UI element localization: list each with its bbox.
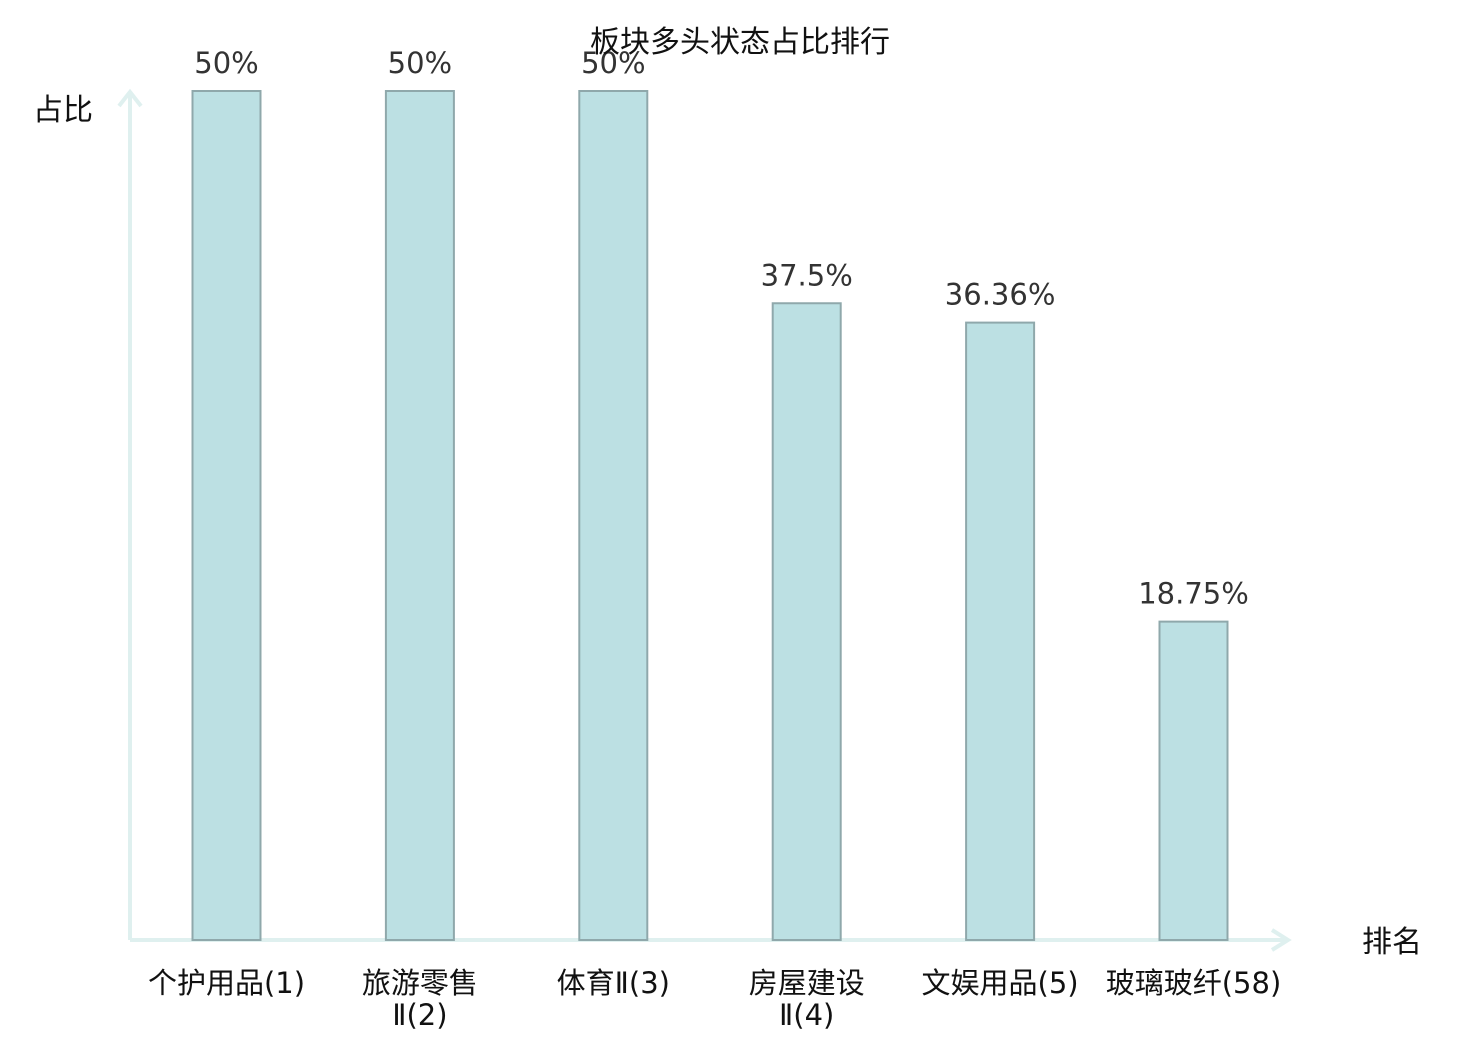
axes <box>117 88 1292 952</box>
bar <box>771 302 842 941</box>
bar <box>578 90 649 941</box>
bar-value-label: 37.5% <box>761 258 853 292</box>
bar-value-label: 36.36% <box>945 278 1056 312</box>
bar-value-label: 50% <box>194 46 258 80</box>
x-tick-label: 体育Ⅱ(3) <box>557 966 670 1000</box>
x-tick-label: 玻璃玻纤(58) <box>1106 966 1282 1000</box>
value-labels: 50% 50% 50% 37.5% 36.36% 18.75% <box>194 46 1249 611</box>
bar-value-label: 50% <box>581 46 645 80</box>
x-tick-label: 文娱用品(5) <box>922 966 1079 1000</box>
y-axis-label: 占比 <box>33 93 93 128</box>
x-tick-label: 旅游零售 Ⅱ(2) <box>362 966 478 1032</box>
bar <box>1158 620 1229 941</box>
y-axis-arrow <box>117 88 143 108</box>
bars <box>191 90 1229 942</box>
bar-value-label: 18.75% <box>1138 577 1249 611</box>
bar <box>384 90 455 941</box>
x-axis-arrow <box>1270 928 1292 952</box>
x-tick-label: 个护用品(1) <box>148 966 305 1000</box>
x-tick-labels: 个护用品(1) 旅游零售 Ⅱ(2) 体育Ⅱ(3) 房屋建设 Ⅱ(4) 文娱用品(5) 玻璃玻纤… <box>148 966 1281 1032</box>
x-axis-label: 排名 <box>1362 925 1422 960</box>
x-tick-label: 房屋建设 Ⅱ(4) <box>749 966 865 1032</box>
bar <box>965 321 1036 942</box>
bar <box>191 90 262 941</box>
bar-value-label: 50% <box>388 46 452 80</box>
chart-title: 板块多头状态占比排行 <box>590 25 890 60</box>
